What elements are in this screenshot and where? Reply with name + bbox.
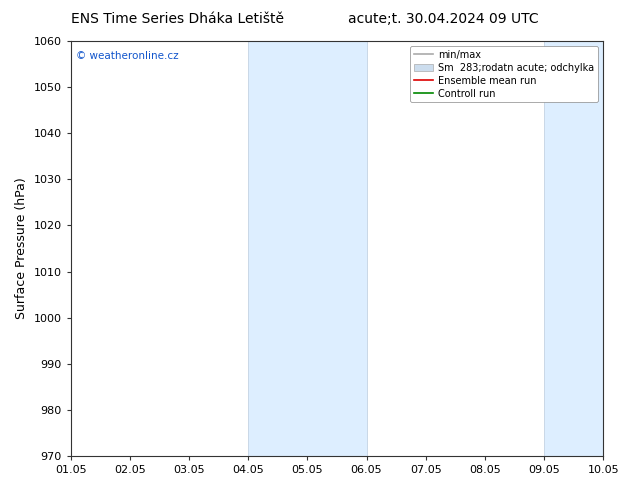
Text: ENS Time Series Dháka Letiště: ENS Time Series Dháka Letiště <box>71 12 284 26</box>
Bar <box>248 41 366 456</box>
Bar <box>544 41 634 456</box>
Text: © weatheronline.cz: © weatheronline.cz <box>76 51 179 61</box>
Y-axis label: Surface Pressure (hPa): Surface Pressure (hPa) <box>15 178 28 319</box>
Text: acute;t. 30.04.2024 09 UTC: acute;t. 30.04.2024 09 UTC <box>349 12 539 26</box>
Legend: min/max, Sm  283;rodatn acute; odchylka, Ensemble mean run, Controll run: min/max, Sm 283;rodatn acute; odchylka, … <box>410 46 598 102</box>
